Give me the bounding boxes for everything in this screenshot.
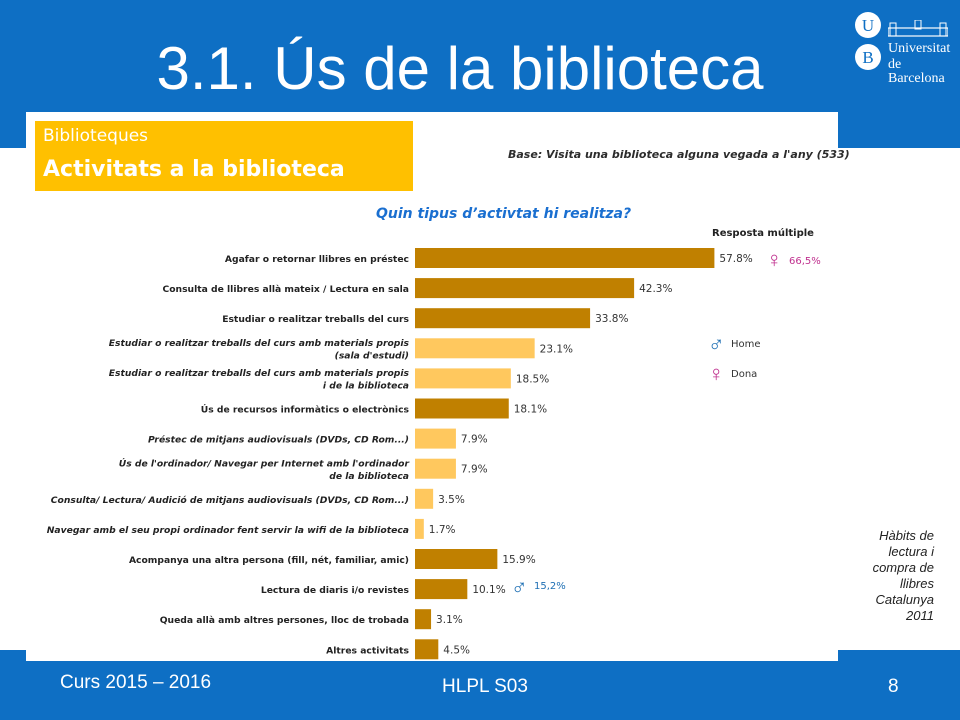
legend-male-label: Home: [731, 339, 761, 350]
bar-value-label: 3.5%: [438, 494, 465, 506]
bar: [415, 458, 456, 479]
bar-value-label: 57.8%: [719, 253, 752, 265]
bar-value-label: 18.5%: [516, 373, 549, 385]
footer-course: Curs 2015 – 2016: [60, 672, 212, 693]
page-number: 8: [888, 676, 899, 697]
bar: [415, 278, 635, 299]
bar-value-label: 7.9%: [461, 464, 488, 476]
category-label: Estudiar o realitzar treballs del curs: [222, 314, 409, 325]
category-label: Lectura de diaris i/o revistes: [261, 585, 410, 596]
category-label: Altres activitats: [326, 645, 409, 656]
legend-female-label: Dona: [731, 369, 758, 380]
logo-letter-b: B: [862, 48, 873, 67]
category-label: Estudiar o realitzar treballs del curs a…: [109, 368, 410, 379]
university-logo-emblem-icon: U B: [855, 12, 881, 70]
multiple-answer-note: Resposta múltiple: [712, 228, 814, 239]
category-label: Préstec de mitjans audiovisuals (DVDs, C…: [148, 435, 409, 446]
slide-title: 3.1. Ús de la biblioteca: [156, 35, 764, 102]
bar: [415, 518, 424, 539]
bar: [415, 428, 456, 449]
bar: [415, 248, 715, 268]
university-logo: U B Universitat de Barcelona: [853, 10, 953, 86]
bar-value-label: 3.1%: [436, 614, 463, 626]
bar-value-label: 1.7%: [429, 524, 456, 536]
source-line: Hàbits de: [879, 528, 934, 543]
category-label: Queda allà amb altres persones, lloc de …: [160, 615, 409, 626]
category-label: Ús de recursos informàtics o electrònics: [201, 404, 410, 416]
bar-value-label: 10.1%: [472, 584, 505, 596]
bar: [415, 609, 432, 630]
category-title: Activitats a la biblioteca: [43, 157, 345, 182]
bar-value-label: 18.1%: [514, 404, 547, 416]
bar: [415, 639, 439, 660]
logo-line-2: de Barcelona: [888, 57, 945, 86]
bar: [415, 579, 468, 600]
source-line: 2011: [906, 608, 934, 623]
source-line: Catalunya: [875, 592, 934, 607]
category-label: Acompanya una altra persona (fill, nét, …: [129, 555, 409, 566]
bar-value-label: 23.1%: [540, 343, 573, 355]
bar: [415, 549, 498, 569]
base-note: Base: Visita una biblioteca alguna vegad…: [508, 148, 850, 161]
logo-line-1: Universitat: [888, 41, 951, 56]
category-label: (sala d'estudi): [335, 351, 409, 362]
bar-value-label: 33.8%: [595, 313, 628, 325]
male-annotation-value: 15,2%: [534, 581, 566, 592]
legend-female-icon: ♀: [708, 361, 725, 386]
building-icon: [888, 20, 948, 37]
category-label: Ús de l'ordinador/ Navegar per Internet …: [119, 457, 410, 469]
footer-session: HLPL S03: [442, 676, 528, 697]
category-label: de la biblioteca: [329, 471, 409, 482]
category-label: Navegar amb el seu propi ordinador fent …: [47, 525, 409, 536]
bar-value-label: 42.3%: [639, 283, 672, 295]
bar: [415, 488, 434, 509]
category-box: Biblioteques Activitats a la biblioteca: [35, 121, 413, 191]
source-note: Hàbits de lectura i compra de llibres Ca…: [846, 528, 934, 624]
chart-question: Quin tipus d’activtat hi realitza?: [376, 206, 632, 222]
source-line: llibres: [900, 576, 934, 591]
source-line: compra de: [872, 560, 934, 575]
category-label: i de la biblioteca: [323, 381, 409, 392]
category-small-label: Biblioteques: [43, 126, 149, 146]
female-annotation-value: 66,5%: [789, 256, 821, 267]
bar: [415, 398, 509, 419]
category-label: Agafar o retornar llibres en préstec: [225, 254, 409, 265]
category-label: Estudiar o realitzar treballs del curs a…: [109, 338, 410, 349]
bar-value-label: 7.9%: [461, 434, 488, 446]
category-label: Consulta de llibres allà mateix / Lectur…: [162, 284, 409, 295]
female-symbol-icon: ♀: [766, 247, 783, 272]
bar: [415, 338, 535, 359]
legend-male-icon: ♂: [708, 331, 725, 356]
bar: [415, 308, 591, 329]
male-symbol-icon: ♂: [511, 574, 528, 599]
bar-value-label: 4.5%: [443, 644, 470, 656]
bar: [415, 368, 511, 389]
footer-band: [0, 650, 960, 720]
source-line: lectura i: [888, 544, 934, 559]
bar-value-label: 15.9%: [502, 554, 535, 566]
category-label: Consulta/ Lectura/ Audició de mitjans au…: [51, 495, 409, 506]
logo-letter-u: U: [862, 16, 874, 35]
